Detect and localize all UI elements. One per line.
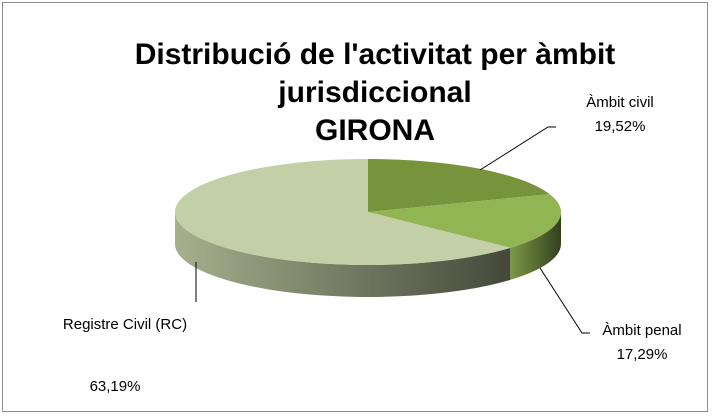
leader-line bbox=[479, 126, 556, 171]
leader-line bbox=[539, 267, 590, 334]
slice-value-label: 17,29% bbox=[616, 346, 668, 363]
chart-title: Distribució de l'activitat per àmbit jur… bbox=[134, 38, 616, 147]
slice bbox=[368, 159, 550, 212]
slice-label: Àmbit civil bbox=[586, 94, 654, 111]
slice-side bbox=[174, 212, 511, 298]
slice-value-label: 63,19% bbox=[89, 378, 141, 395]
slice bbox=[174, 159, 511, 265]
slice bbox=[368, 194, 561, 248]
slice-label: Àmbit penal bbox=[602, 322, 682, 339]
chart-frame bbox=[2, 2, 708, 412]
slice-label: Registre Civil (RC) bbox=[62, 316, 188, 333]
slice-side bbox=[510, 212, 561, 280]
slice-value-label: 19,52% bbox=[594, 118, 646, 135]
